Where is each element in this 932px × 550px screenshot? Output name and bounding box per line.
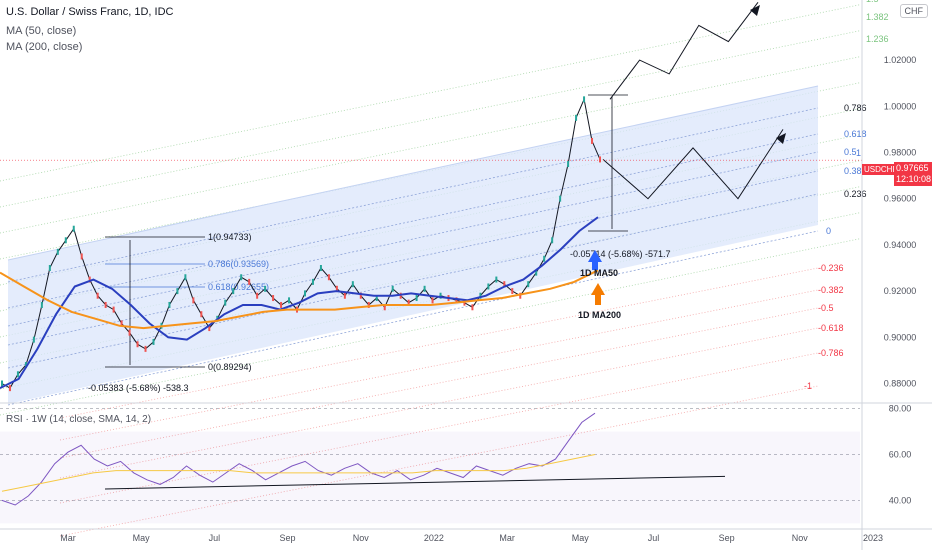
fib-upper-label: 1.5 <box>866 0 879 4</box>
channel-fib-label: 0.5 <box>844 147 857 157</box>
fib-green-line <box>0 56 861 234</box>
annotations: -0.05714 (-5.68%) -571.7 1D MA50 1D MA200 <box>570 249 671 320</box>
price-tick-label: 1.02000 <box>884 55 917 65</box>
ma200-callout: 1D MA200 <box>578 310 621 320</box>
fib-lower-label: -0.618 <box>818 323 844 333</box>
time-tick-label: Nov <box>353 533 370 543</box>
currency-badge[interactable]: CHF <box>899 4 928 18</box>
chart-title: U.S. Dollar / Swiss Franc, 1D, IDC <box>6 6 174 18</box>
retracement-label: 0.618(0.92655) <box>208 282 269 292</box>
fib-green-line <box>0 30 861 208</box>
fib-channel: 0.786 0.618 0.5 0.382 0.236 0 <box>7 85 867 406</box>
channel-fib-label: 0.382 <box>844 166 867 176</box>
price-tag: 0.97665 12:10:08 <box>894 162 932 186</box>
time-tick-label: May <box>572 533 590 543</box>
rsi-line <box>1 412 596 506</box>
fib-lower-label: -0.786 <box>818 348 844 358</box>
channel-top <box>7 85 819 261</box>
projection-paths <box>0 1 862 232</box>
price-series <box>0 96 601 392</box>
fib-upper-label: 1.236 <box>866 34 889 44</box>
time-tick-label: Sep <box>280 533 296 543</box>
fib-upper-label: 1 <box>856 148 861 158</box>
time-tick-label: Jul <box>648 533 660 543</box>
upside-arrowhead <box>750 5 760 16</box>
rsi-tick-label: 60.00 <box>889 450 912 460</box>
retracement-label: 0(0.89294) <box>208 362 252 372</box>
upside-projection-path <box>609 1 759 100</box>
fib-lower-label: -0.5 <box>818 303 834 313</box>
fib-lower-label: -1 <box>804 381 812 391</box>
price-tick-label: 0.90000 <box>884 332 917 342</box>
time-tick-label: Mar <box>60 533 76 543</box>
time-tick-label: Nov <box>792 533 809 543</box>
measure-label-right: -0.05714 (-5.68%) -571.7 <box>570 249 671 259</box>
time-tick-label: 2022 <box>424 533 444 543</box>
fib-green-line <box>0 238 861 416</box>
price-value: 0.97665 <box>896 163 929 173</box>
fib-green-line <box>0 4 861 182</box>
fib-lower-lines: -0.236 -0.382 -0.5 -0.618 -0.786 -1 <box>59 263 844 537</box>
rsi-trendline <box>104 475 726 490</box>
fib-lower-label: -0.236 <box>818 263 844 273</box>
measure-label: -0.05383 (-5.68%) -538.3 <box>88 383 189 393</box>
bar-countdown: 12:10:08 <box>896 174 932 184</box>
fib-upper-label: 1.382 <box>866 12 889 22</box>
projection-path <box>602 129 784 200</box>
rsi-ma-line <box>1 454 596 492</box>
channel-fib-label: 0.786 <box>844 103 867 113</box>
channel-fib-label: 0.618 <box>844 129 867 139</box>
ticker-tag: USDCHF <box>862 164 900 175</box>
price-tick-label: 0.96000 <box>884 194 917 204</box>
projection-arrowhead <box>776 133 786 144</box>
rsi-tick-label: 80.00 <box>889 404 912 414</box>
price-tick-label: 1.00000 <box>884 101 917 111</box>
ma200-line <box>0 269 599 330</box>
price-tick-label: 0.94000 <box>884 240 917 250</box>
rsi-tick-label: 40.00 <box>889 495 912 505</box>
retracement-label: 1(0.94733) <box>208 232 252 242</box>
price-tick-label: 0.88000 <box>884 379 917 389</box>
price-tick-label: 0.98000 <box>884 147 917 157</box>
rsi-pane <box>0 408 860 524</box>
time-tick-label: Mar <box>499 533 515 543</box>
fib-lower-label: -0.382 <box>818 285 844 295</box>
rsi-legend[interactable]: RSI · 1W (14, close, SMA, 14, 2) <box>6 414 152 425</box>
price-tick-label: 0.92000 <box>884 286 917 296</box>
channel-fib-label: 0 <box>826 226 831 236</box>
rsi-band <box>0 431 860 524</box>
time-tick-label: 2023 <box>863 533 883 543</box>
ma200-legend[interactable]: MA (200, close) <box>6 41 83 53</box>
ma50-arrow <box>588 250 602 270</box>
time-tick-label: Jul <box>209 533 221 543</box>
ma50-line <box>0 216 599 389</box>
retracement-label: 0.786(0.93569) <box>208 259 269 269</box>
ma200-arrow <box>591 283 605 305</box>
time-tick-label: Sep <box>719 533 735 543</box>
channel-fib-label: 0.236 <box>844 189 867 199</box>
time-tick-label: May <box>133 533 151 543</box>
ma50-legend[interactable]: MA (50, close) <box>6 25 77 37</box>
ma50-callout: 1D MA50 <box>580 268 618 278</box>
